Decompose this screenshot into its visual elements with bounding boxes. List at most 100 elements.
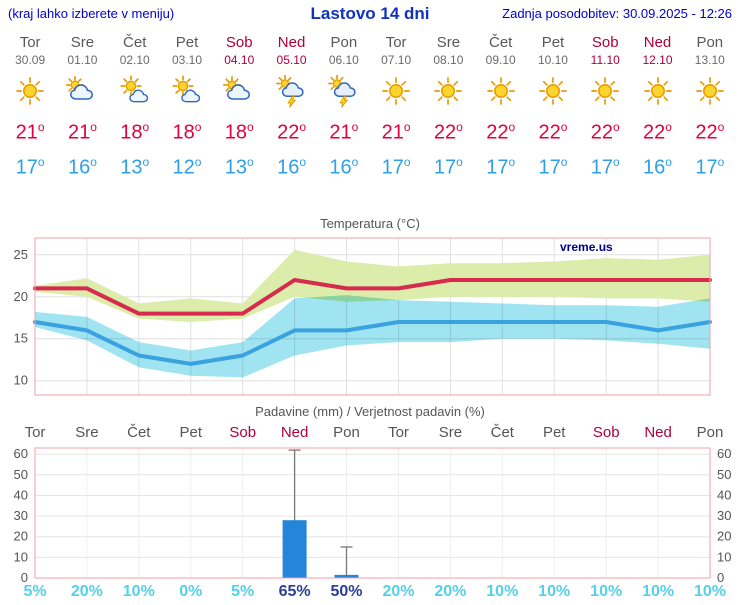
min-temperature: 17o [381, 154, 411, 179]
day-column: Pon 13.10 22o 17o [684, 30, 736, 178]
day-column: Sob 11.10 22o 17o [579, 30, 631, 178]
precip-day-label: Čet [491, 424, 515, 441]
max-temperature: 18o [120, 120, 150, 144]
day-date: 12.10 [642, 53, 673, 67]
partly-cloudy-icon [109, 71, 161, 113]
precip-ytick-right: 30 [717, 508, 731, 523]
temperature-chart: 10 15 20 25 Temperatura (°C) vreme.us [0, 214, 740, 404]
day-name: Sob [591, 34, 619, 51]
sun-icon [475, 71, 527, 113]
precip-probability: 10% [486, 583, 518, 600]
sun-glyph [539, 77, 567, 105]
tmax-range-band [35, 249, 710, 322]
precip-probability: 50% [330, 583, 362, 600]
day-name: Tor [19, 34, 41, 51]
precip-day-label: Pon [333, 424, 360, 441]
sun-icon [422, 71, 474, 113]
precip-gridlines [35, 448, 710, 579]
tmin-range-band [35, 295, 710, 378]
day-name: Pon [696, 34, 724, 51]
precip-day-label: Čet [127, 424, 151, 441]
precip-probability: 10% [538, 583, 570, 600]
last-update: Zadnja posodobitev: 30.09.2025 - 12:26 [502, 6, 732, 21]
min-temperature: 16o [329, 154, 359, 179]
day-date: 08.10 [433, 53, 464, 67]
sun-glyph [643, 77, 672, 105]
temp-ytick-label: 10 [14, 373, 28, 388]
precip-probability: 10% [123, 583, 155, 600]
day-column: Tor 07.10 21o 17o [370, 30, 422, 178]
day-column: Sob 04.10 18o 13o [213, 30, 265, 178]
precip-ytick-left: 0 [21, 570, 28, 585]
watermark-link[interactable]: vreme.us [560, 240, 613, 254]
day-name: Sre [436, 34, 461, 51]
day-date: 03.10 [171, 53, 202, 67]
forecast-days-row: Tor 30.09 21o 17o Sre 01.10 21o 16o Čet 02.10 18o 1… [4, 30, 736, 178]
precip-ytick-left: 30 [14, 508, 28, 523]
min-temperature: 17o [433, 154, 463, 179]
precip-day-label: Tor [25, 424, 46, 441]
day-name: Sre [70, 34, 95, 51]
thunderstorm-icon [318, 71, 370, 113]
day-column: Sre 08.10 22o 17o [422, 30, 474, 178]
temp-ytick-label: 25 [14, 247, 28, 262]
sun-glyph [382, 77, 410, 105]
day-date: 04.10 [224, 53, 255, 67]
day-date: 30.09 [15, 53, 46, 67]
max-temperature: 21o [15, 120, 45, 144]
temp-ytick-label: 20 [14, 289, 28, 304]
day-column: Sre 01.10 21o 16o [56, 30, 108, 178]
sun-glyph [695, 77, 724, 105]
day-date: 11.10 [590, 53, 620, 67]
precip-ytick-right: 60 [717, 446, 731, 461]
min-temperature: 16o [643, 154, 672, 179]
precip-probability: 65% [279, 583, 311, 600]
precip-chart-title: Padavine (mm) / Verjetnost padavin (%) [255, 404, 485, 419]
precip-day-label: Sob [593, 424, 620, 441]
day-name: Čet [489, 34, 513, 51]
precip-day-label: Sob [229, 424, 256, 441]
day-column: Ned 05.10 22o 16o [265, 30, 317, 178]
tmin-line [33, 320, 712, 366]
day-name: Čet [123, 34, 147, 51]
menu-hint: (kraj lahko izberete v meniju) [8, 6, 175, 21]
sun-glyph [591, 77, 620, 105]
precip-ytick-right: 40 [717, 488, 731, 503]
sun-icon [631, 71, 683, 113]
precip-probability: 10% [590, 583, 622, 600]
min-temperature: 16o [277, 154, 307, 179]
max-temperature: 21o [381, 120, 411, 144]
precip-probability: 0% [179, 583, 202, 600]
day-column: Pet 03.10 18o 12o [161, 30, 213, 178]
precip-day-label: Ned [644, 424, 672, 441]
min-temperature: 16o [67, 154, 97, 179]
mostly-cloudy-icon [213, 71, 265, 113]
precip-day-label: Sre [75, 424, 98, 441]
precip-bar [334, 574, 359, 578]
max-temperature: 22o [695, 120, 725, 144]
sun-icon [370, 71, 422, 113]
precip-probability: 20% [71, 583, 103, 600]
precip-ytick-right: 20 [717, 529, 731, 544]
temp-chart-title: Temperatura (°C) [320, 216, 420, 231]
day-column: Tor 30.09 21o 17o [4, 30, 56, 178]
day-name: Sob [225, 34, 253, 51]
max-temperature: 22o [538, 120, 568, 144]
max-temperature: 22o [277, 120, 307, 144]
min-temperature: 17o [590, 154, 620, 179]
temp-chart-frame [34, 237, 711, 396]
day-date: 02.10 [119, 53, 150, 67]
sun-glyph [16, 77, 44, 105]
precip-ytick-left: 20 [14, 529, 28, 544]
day-date: 01.10 [67, 53, 98, 67]
max-temperature: 18o [172, 120, 202, 144]
precip-ytick-right: 10 [717, 549, 731, 564]
day-name: Tor [385, 34, 407, 51]
partly-cloudy-glyph [172, 75, 201, 103]
day-date: 09.10 [485, 53, 516, 67]
day-date: 07.10 [381, 53, 412, 67]
precip-probability: 5% [23, 583, 46, 600]
precip-day-label: Ned [281, 424, 309, 441]
day-column: Čet 02.10 18o 13o [109, 30, 161, 178]
